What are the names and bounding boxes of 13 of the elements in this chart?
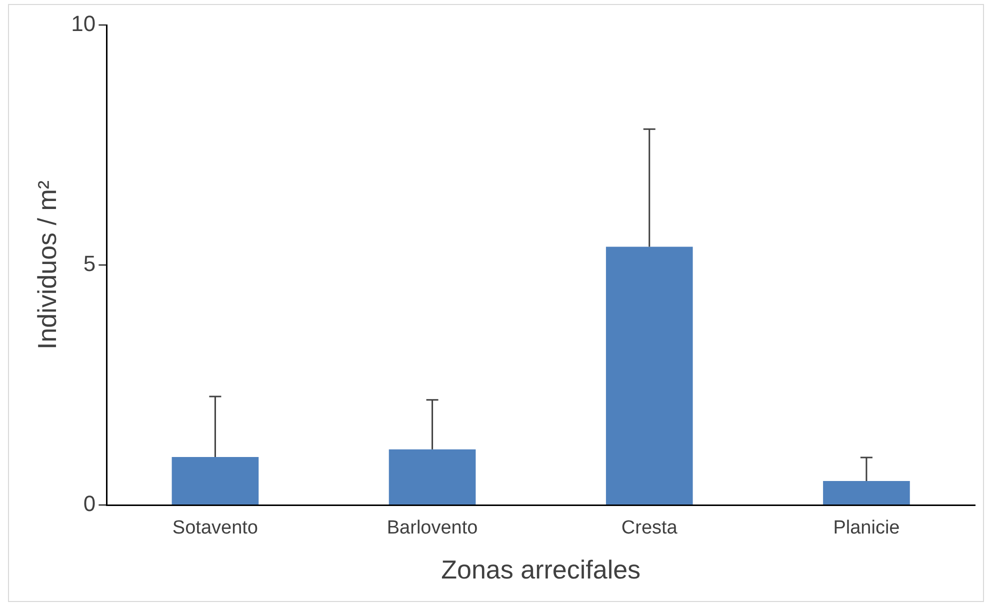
- bar: [606, 246, 693, 504]
- x-tick-label: Barlovento: [386, 518, 478, 539]
- y-axis-title: Individuos / m²: [32, 180, 62, 350]
- bar: [172, 457, 259, 504]
- x-tick-label: Sotavento: [172, 518, 258, 539]
- x-axis-title: Zonas arrecifales: [441, 554, 641, 585]
- x-tick-label: Planicie: [833, 518, 900, 539]
- y-tick-label: 0: [83, 491, 96, 516]
- y-tick-label: 10: [71, 11, 96, 36]
- bar: [388, 449, 476, 504]
- x-tick-label: Cresta: [621, 518, 678, 539]
- bar: [823, 481, 910, 504]
- y-tick-label: 5: [83, 251, 96, 276]
